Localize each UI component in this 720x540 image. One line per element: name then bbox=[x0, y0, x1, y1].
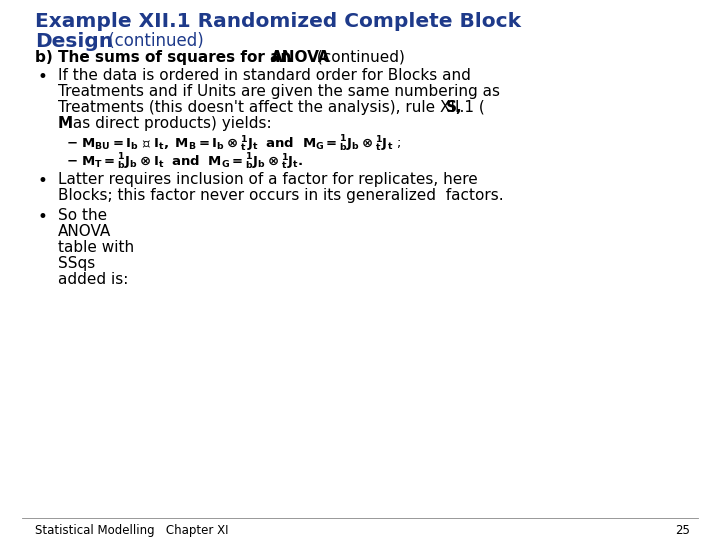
Text: (continued): (continued) bbox=[312, 50, 405, 65]
Text: table with: table with bbox=[58, 240, 134, 255]
Text: (continued): (continued) bbox=[103, 32, 204, 50]
Text: S,: S, bbox=[446, 100, 463, 115]
Text: 25: 25 bbox=[675, 524, 690, 537]
Text: Statistical Modelling   Chapter XI: Statistical Modelling Chapter XI bbox=[35, 524, 228, 537]
Text: ANOVA: ANOVA bbox=[58, 224, 112, 239]
Text: M: M bbox=[58, 116, 73, 131]
Text: •: • bbox=[38, 208, 48, 226]
Text: Treatments and if Units are given the same numbering as: Treatments and if Units are given the sa… bbox=[58, 84, 500, 99]
Text: ANOVA: ANOVA bbox=[271, 50, 330, 65]
Text: as direct products) yields:: as direct products) yields: bbox=[68, 116, 271, 131]
Text: Blocks; this factor never occurs in its generalized  factors.: Blocks; this factor never occurs in its … bbox=[58, 188, 503, 203]
Text: Treatments (this doesn't affect the analysis), rule XII.1 (: Treatments (this doesn't affect the anal… bbox=[58, 100, 485, 115]
Text: Example XII.1 Randomized Complete Block: Example XII.1 Randomized Complete Block bbox=[35, 12, 521, 31]
Text: •: • bbox=[38, 68, 48, 86]
Text: $\mathbf{-\ M_{BU} = I_b\ \biguplus\ I_t,\ M_B = I_b \otimes {_t^1}J_t}$$\mathbf: $\mathbf{-\ M_{BU} = I_b\ \biguplus\ I_t… bbox=[66, 134, 401, 154]
Text: Design: Design bbox=[35, 32, 113, 51]
Text: added is:: added is: bbox=[58, 272, 128, 287]
Text: •: • bbox=[38, 172, 48, 190]
Text: $\mathbf{-\ M_T = {_b^1}J_b \otimes I_t\ \ and\ \ M_G = {_b^1}J_b \otimes {_t^1}: $\mathbf{-\ M_T = {_b^1}J_b \otimes I_t\… bbox=[66, 152, 303, 172]
Text: If the data is ordered in standard order for Blocks and: If the data is ordered in standard order… bbox=[58, 68, 471, 83]
Text: b) The sums of squares for an: b) The sums of squares for an bbox=[35, 50, 297, 65]
Text: SSqs: SSqs bbox=[58, 256, 95, 271]
Text: So the: So the bbox=[58, 208, 107, 223]
Text: Latter requires inclusion of a factor for replicates, here: Latter requires inclusion of a factor fo… bbox=[58, 172, 478, 187]
